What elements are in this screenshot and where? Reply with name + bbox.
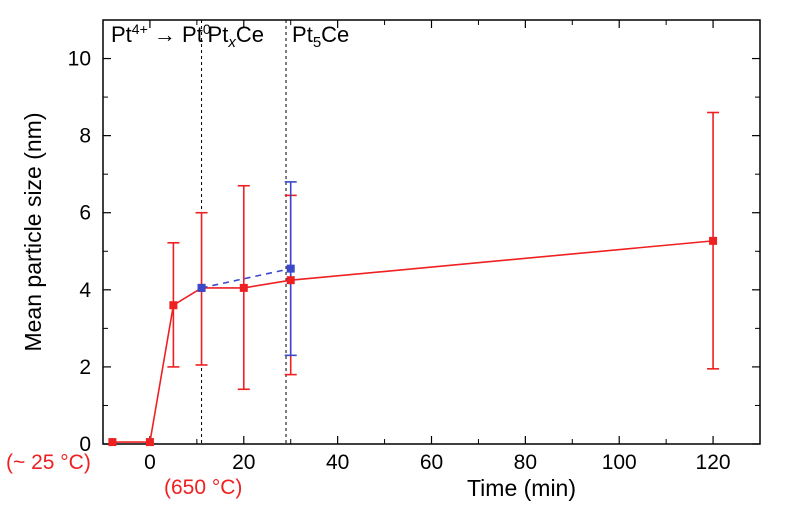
x-tick-label: 80 <box>514 451 537 474</box>
y-tick-label: 4 <box>79 279 91 302</box>
region-label-pt4-to-pt0: Pt4+ → Pt0 <box>111 21 211 47</box>
x-tick-labels: 0 20 40 60 80 100 120 <box>144 451 731 474</box>
y-tick-label: 8 <box>79 125 91 148</box>
y-axis-title: Mean particle size (nm) <box>20 112 46 351</box>
label-650c: (650 °C) <box>164 476 242 499</box>
region-label-pt5ce: Pt5Ce <box>292 22 349 51</box>
y-tick-labels: 0246810 <box>68 48 92 456</box>
data-marker <box>169 301 177 309</box>
data-marker <box>108 438 116 446</box>
y-tick-label: 2 <box>79 356 91 379</box>
label-approx-25c: (~ 25 °C) <box>6 451 91 474</box>
data-marker <box>198 284 206 292</box>
error-bars <box>167 113 719 390</box>
x-tick-label: 60 <box>420 451 443 474</box>
y-tick-label: 10 <box>68 48 91 71</box>
data-marker <box>709 237 717 245</box>
y-tick-label: 6 <box>79 202 91 225</box>
x-tick-label: 100 <box>602 451 637 474</box>
x-tick-label: 120 <box>696 451 731 474</box>
x-tick-label: 40 <box>326 451 349 474</box>
x-tick-label: 20 <box>232 451 255 474</box>
region-label-ptxce: PtxCe <box>208 22 264 51</box>
series-line-red <box>112 241 713 442</box>
data-marker <box>240 284 248 292</box>
data-marker <box>146 438 154 446</box>
data-marker <box>287 276 295 284</box>
x-axis-title: Time (min) <box>467 475 576 501</box>
chart-container: 0 20 40 60 80 100 120 0 2 4 6 8 10 Time (min) Mean … <box>0 0 800 530</box>
data-marker <box>287 265 295 273</box>
series-lines <box>112 241 713 442</box>
arrow-icon: → <box>154 22 176 47</box>
x-tick-label: 0 <box>144 451 156 474</box>
particle-size-chart: 0 20 40 60 80 100 120 0 2 4 6 8 10 Time (min) Mean … <box>0 0 800 530</box>
